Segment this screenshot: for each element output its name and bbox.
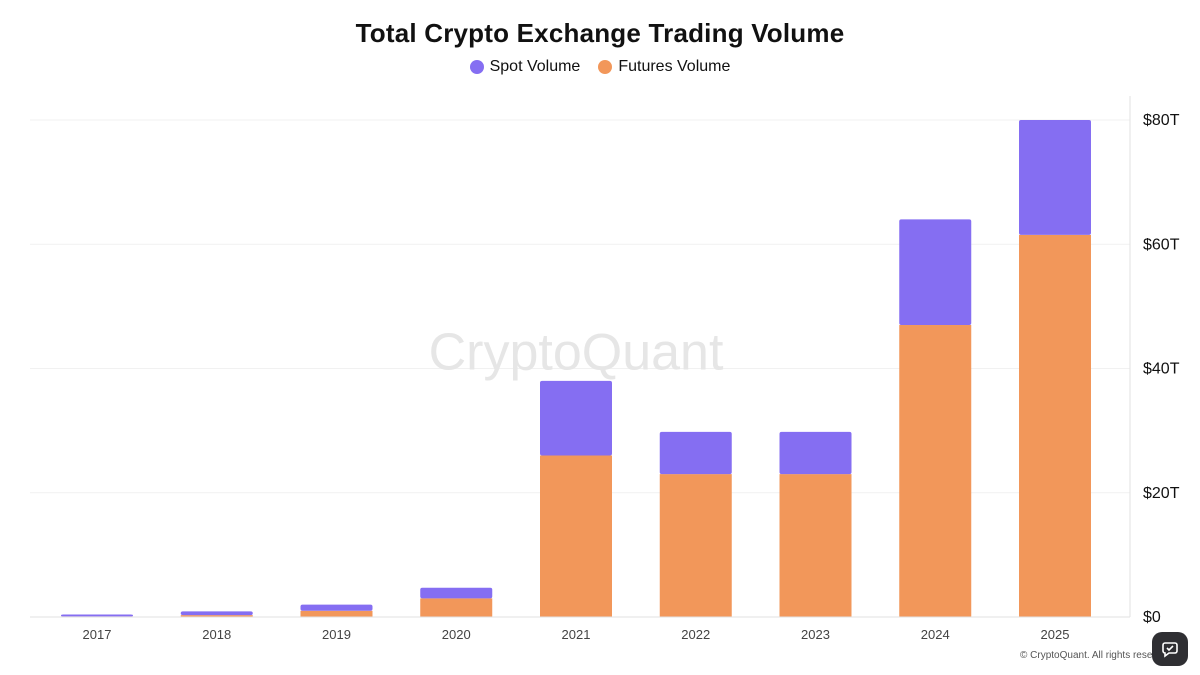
legend: Spot Volume Futures Volume — [0, 58, 1200, 76]
chat-button[interactable] — [1152, 632, 1188, 666]
legend-swatch-spot — [469, 60, 484, 74]
bars-layer — [61, 120, 1091, 618]
bar-spot-volume-2020[interactable] — [420, 587, 493, 599]
bar-spot-volume-2025[interactable] — [1019, 120, 1091, 235]
bar-futures-volume-2018[interactable] — [180, 615, 253, 617]
bar-spot-volume-2023[interactable] — [779, 431, 852, 475]
bar-futures-volume-2021[interactable] — [540, 455, 612, 617]
bar-spot-volume-2022[interactable] — [659, 431, 732, 475]
legend-label-futures: Futures Volume — [618, 58, 731, 75]
x-tick-label: 2019 — [322, 627, 351, 642]
bar-spot-volume-2017[interactable] — [61, 614, 133, 617]
chart-title: Total Crypto Exchange Trading Volume — [355, 18, 845, 48]
bar-spot-volume-2018[interactable] — [180, 611, 253, 616]
y-tick-label: $20T — [1143, 485, 1180, 502]
bar-futures-volume-2025[interactable] — [1019, 234, 1091, 617]
x-tick-label: 2023 — [801, 627, 830, 642]
legend-swatch-futures — [598, 60, 613, 74]
bar-spot-volume-2019[interactable] — [300, 604, 373, 611]
bar-futures-volume-2023[interactable] — [779, 474, 852, 617]
bar-futures-volume-2024[interactable] — [899, 325, 972, 617]
y-tick-label: $60T — [1143, 236, 1180, 253]
x-tick-label: 2022 — [681, 627, 710, 642]
bar-futures-volume-2019[interactable] — [300, 610, 373, 617]
legend-label-spot: Spot Volume — [489, 58, 581, 75]
x-tick-label: 2025 — [1041, 627, 1070, 642]
legend-item-spot[interactable]: Spot Volume — [469, 58, 581, 76]
axis-layer: $0 $20T $40T $60T $80T 2017 2018 2019 2020 2021 20… — [30, 96, 1180, 642]
legend-item-futures[interactable]: Futures Volume — [598, 58, 730, 76]
bar-futures-volume-2020[interactable] — [420, 598, 493, 617]
chat-bubble-icon — [1162, 642, 1178, 658]
bar-spot-volume-2024[interactable] — [899, 219, 972, 326]
y-tick-label: $80T — [1143, 112, 1180, 129]
x-tick-label: 2021 — [562, 627, 591, 642]
bar-spot-volume-2021[interactable] — [540, 380, 612, 456]
y-tick-label: $40T — [1143, 361, 1180, 378]
watermark: CryptoQuant — [429, 324, 724, 382]
y-tick-label: $0 — [1143, 609, 1161, 626]
x-tick-label: 2020 — [442, 627, 471, 642]
copyright-footer: © CryptoQuant. All rights reserved. — [1020, 650, 1160, 661]
x-tick-label: 2024 — [921, 627, 950, 642]
bar-futures-volume-2022[interactable] — [659, 474, 732, 617]
x-tick-label: 2017 — [83, 627, 112, 642]
x-tick-label: 2018 — [202, 627, 231, 642]
